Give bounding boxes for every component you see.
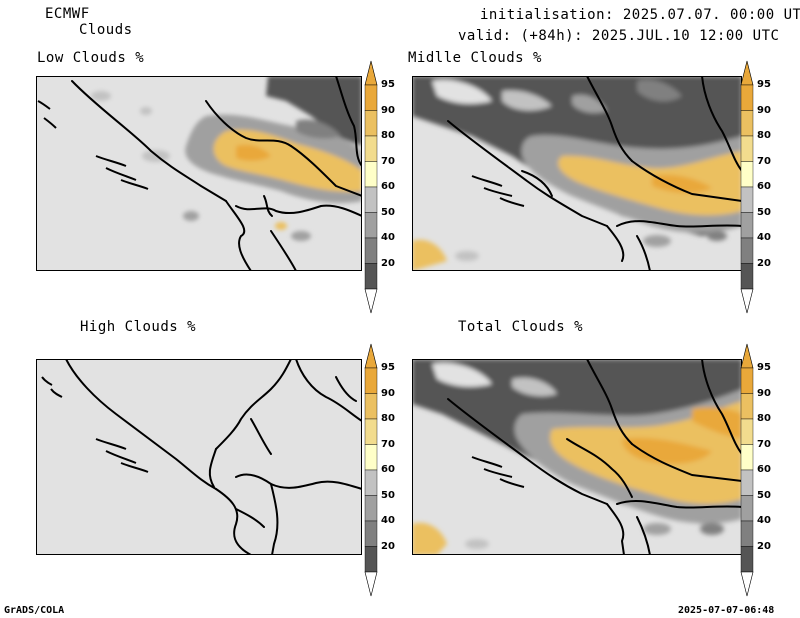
- colorbar-over-arrow: [740, 60, 754, 86]
- colorbar-segment: [740, 469, 754, 496]
- colorbar-segment: [364, 418, 378, 445]
- colorbar-segment: [364, 263, 378, 290]
- colorbar-segment: [364, 495, 378, 522]
- colorbar-segment: [740, 186, 754, 213]
- colorbar-tick-label: 40: [757, 515, 771, 526]
- colorbar-segment: [364, 367, 378, 394]
- colorbar-segment: [740, 367, 754, 394]
- colorbar-over-arrow: [740, 343, 754, 369]
- colorbar-segment: [740, 418, 754, 445]
- colorbar-high: 95 90 80 70 60 50 40 20: [364, 343, 395, 597]
- colorbar-segment: [740, 135, 754, 162]
- colorbar-over-arrow: [364, 60, 378, 86]
- panel-title-total: Total Clouds %: [458, 319, 584, 335]
- colorbar-segment: [364, 161, 378, 188]
- colorbar-tick-label: 20: [381, 540, 395, 552]
- colorbar-tick-label: 70: [381, 438, 395, 450]
- colorbar-segment: [364, 84, 378, 111]
- colorbar-segment: [740, 263, 754, 290]
- colorbar-low: 95 90 80 70 60 50 40 20: [364, 60, 395, 314]
- colorbar-middle: 95 90 80 70 60 50 40 20: [740, 60, 771, 314]
- colorbar-svg: [364, 343, 378, 597]
- init-time: initialisation: 2025.07.07. 00:00 UTC: [480, 7, 800, 23]
- colorbar-tick-label: 80: [381, 413, 395, 424]
- colorbar-tick-label: 80: [757, 130, 771, 141]
- footer-software: GrADS/COLA: [4, 605, 65, 616]
- colorbar-segment: [364, 546, 378, 573]
- panel-title-high: High Clouds %: [80, 319, 197, 335]
- colorbar-svg: [740, 343, 754, 597]
- colorbar-under-arrow: [364, 571, 378, 597]
- model-label: ECMWF: [45, 6, 90, 22]
- colorbar-segment: [740, 161, 754, 188]
- colorbar-segment: [364, 444, 378, 471]
- colorbar-under-arrow: [740, 288, 754, 314]
- colorbar-tick-label: 70: [381, 155, 395, 167]
- map-middle-clouds: [412, 76, 742, 271]
- colorbar-segment: [364, 135, 378, 162]
- colorbar-segment: [364, 469, 378, 496]
- colorbar-tick-label: 50: [757, 489, 771, 501]
- colorbar-svg: [740, 60, 754, 314]
- colorbar-tick-label: 95: [757, 362, 771, 373]
- colorbar-tick-label: 90: [381, 104, 395, 116]
- valid-time: valid: (+84h): 2025.JUL.10 12:00 UTC: [458, 28, 780, 44]
- map-low-clouds: [36, 76, 362, 271]
- colorbar-tick-label: 80: [381, 130, 395, 141]
- colorbar-segment: [740, 393, 754, 420]
- panel-title-low: Low Clouds %: [37, 50, 145, 66]
- colorbar-tick-label: 70: [757, 155, 771, 167]
- map-middle-svg: [412, 76, 742, 271]
- colorbar-tick-label: 95: [757, 79, 771, 90]
- colorbar-tick-label: 50: [381, 489, 395, 501]
- colorbar-tick-label: 95: [381, 79, 395, 90]
- colorbar-tick-label: 95: [381, 362, 395, 373]
- colorbar-tick-label: 90: [757, 387, 771, 399]
- colorbar-tick-label: 40: [757, 232, 771, 243]
- colorbar-tick-label: 90: [381, 387, 395, 399]
- panel-title-middle: Midlle Clouds %: [408, 50, 542, 66]
- colorbar-segment: [740, 520, 754, 547]
- colorbar-segment: [364, 212, 378, 239]
- map-low-svg: [36, 76, 362, 271]
- colorbar-segment: [364, 110, 378, 137]
- map-total-clouds: [412, 359, 742, 555]
- colorbar-segment: [364, 393, 378, 420]
- map-high-svg: [36, 359, 362, 555]
- colorbar-tick-label: 80: [757, 413, 771, 424]
- colorbar-segment: [740, 237, 754, 264]
- colorbar-tick-label: 20: [757, 257, 771, 269]
- colorbar-segment: [740, 444, 754, 471]
- colorbar-tick-label: 50: [381, 206, 395, 218]
- colorbar-tick-label: 20: [381, 257, 395, 269]
- colorbar-segment: [364, 237, 378, 264]
- colorbar-tick-label: 60: [381, 181, 395, 192]
- colorbar-segment: [364, 520, 378, 547]
- colorbar-segment: [740, 212, 754, 239]
- colorbar-tick-label: 60: [381, 464, 395, 475]
- colorbar-svg: [364, 60, 378, 314]
- product-label: Clouds: [79, 22, 133, 38]
- map-high-clouds: [36, 359, 362, 555]
- colorbar-total: 95 90 80 70 60 50 40 20: [740, 343, 771, 597]
- colorbar-tick-label: 40: [381, 515, 395, 526]
- colorbar-segment: [740, 110, 754, 137]
- colorbar-tick-label: 20: [757, 540, 771, 552]
- colorbar-over-arrow: [364, 343, 378, 369]
- colorbar-tick-label: 50: [757, 206, 771, 218]
- colorbar-tick-label: 70: [757, 438, 771, 450]
- colorbar-tick-label: 40: [381, 232, 395, 243]
- colorbar-segment: [740, 495, 754, 522]
- colorbar-under-arrow: [364, 288, 378, 314]
- colorbar-tick-label: 60: [757, 181, 771, 192]
- colorbar-tick-label: 60: [757, 464, 771, 475]
- map-total-svg: [412, 359, 742, 555]
- colorbar-tick-label: 90: [757, 104, 771, 116]
- colorbar-under-arrow: [740, 571, 754, 597]
- colorbar-segment: [740, 546, 754, 573]
- footer-timestamp: 2025-07-07-06:48: [678, 605, 775, 616]
- colorbar-segment: [740, 84, 754, 111]
- colorbar-segment: [364, 186, 378, 213]
